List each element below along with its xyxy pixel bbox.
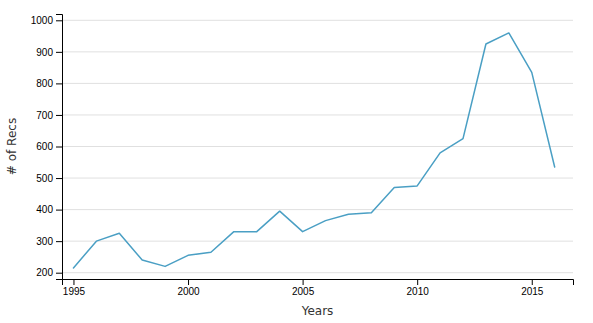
y-tick-mark — [56, 241, 62, 242]
x-tick-mark — [417, 279, 418, 285]
y-tick-label: 200 — [36, 267, 53, 278]
y-axis-line — [56, 15, 63, 280]
y-tick-label: 800 — [36, 78, 53, 89]
y-tick-mark — [56, 20, 62, 21]
x-tick: 2015 — [521, 279, 544, 297]
y-tick-mark — [56, 83, 62, 84]
grid-line — [62, 83, 573, 84]
y-tick-mark — [56, 147, 62, 148]
x-tick: 1995 — [63, 279, 86, 297]
x-tick-mark — [303, 279, 304, 285]
data-line — [73, 33, 554, 268]
y-tick: 300 — [36, 236, 62, 247]
y-tick: 400 — [36, 204, 62, 215]
grid-line — [62, 146, 573, 147]
x-tick: 2010 — [407, 279, 430, 297]
x-tick-mark — [188, 279, 189, 285]
grid-line — [62, 178, 573, 179]
x-tick-label: 2000 — [177, 286, 200, 297]
y-tick-mark — [56, 52, 62, 53]
x-tick-label: 2015 — [521, 286, 544, 297]
plot: 1995 2000 2005 2010 2015 200 300 400 500 600 700 80… — [31, 15, 574, 298]
y-tick: 700 — [36, 110, 62, 121]
x-tick-label: 2010 — [407, 286, 430, 297]
y-tick: 500 — [36, 173, 62, 184]
y-tick-mark — [56, 115, 62, 116]
y-axis: 200 300 400 500 600 700 800 900 1000 — [31, 15, 63, 280]
y-tick-label: 300 — [36, 236, 53, 247]
x-tick: 2005 — [292, 279, 315, 297]
y-tick-label: 400 — [36, 204, 53, 215]
marks — [73, 33, 554, 268]
y-tick: 1000 — [31, 15, 62, 26]
y-tick-mark — [56, 273, 62, 274]
y-tick-mark — [56, 210, 62, 211]
x-tick-label: 2005 — [292, 286, 315, 297]
grid-line — [62, 51, 573, 52]
y-tick-label: 500 — [36, 173, 53, 184]
grid-line — [62, 209, 573, 210]
chart-svg: 1995 2000 2005 2010 2015 200 300 400 500 600 700 80… — [0, 0, 593, 323]
x-tick-label: 1995 — [63, 286, 86, 297]
grid-line — [62, 272, 573, 273]
x-axis-line — [63, 280, 574, 286]
y-tick-label: 900 — [36, 47, 53, 58]
grid — [62, 20, 573, 272]
x-tick: 2000 — [177, 279, 200, 297]
y-tick: 200 — [36, 267, 62, 278]
chart-container: 1995 2000 2005 2010 2015 200 300 400 500 600 700 80… — [0, 0, 593, 323]
grid-line — [62, 114, 573, 115]
x-axis-title: Years — [301, 304, 334, 318]
x-tick-mark — [532, 279, 533, 285]
y-tick: 900 — [36, 47, 62, 58]
y-tick-label: 600 — [36, 141, 53, 152]
y-tick: 600 — [36, 141, 62, 152]
grid-line — [62, 241, 573, 242]
y-tick: 800 — [36, 78, 62, 89]
y-tick-label: 700 — [36, 110, 53, 121]
x-axis: 1995 2000 2005 2010 2015 — [63, 279, 574, 297]
y-tick-label: 1000 — [31, 15, 54, 26]
y-tick-mark — [56, 178, 62, 179]
x-tick-mark — [73, 279, 74, 285]
grid-line — [62, 20, 573, 21]
y-axis-title: # of Recs — [5, 118, 19, 175]
